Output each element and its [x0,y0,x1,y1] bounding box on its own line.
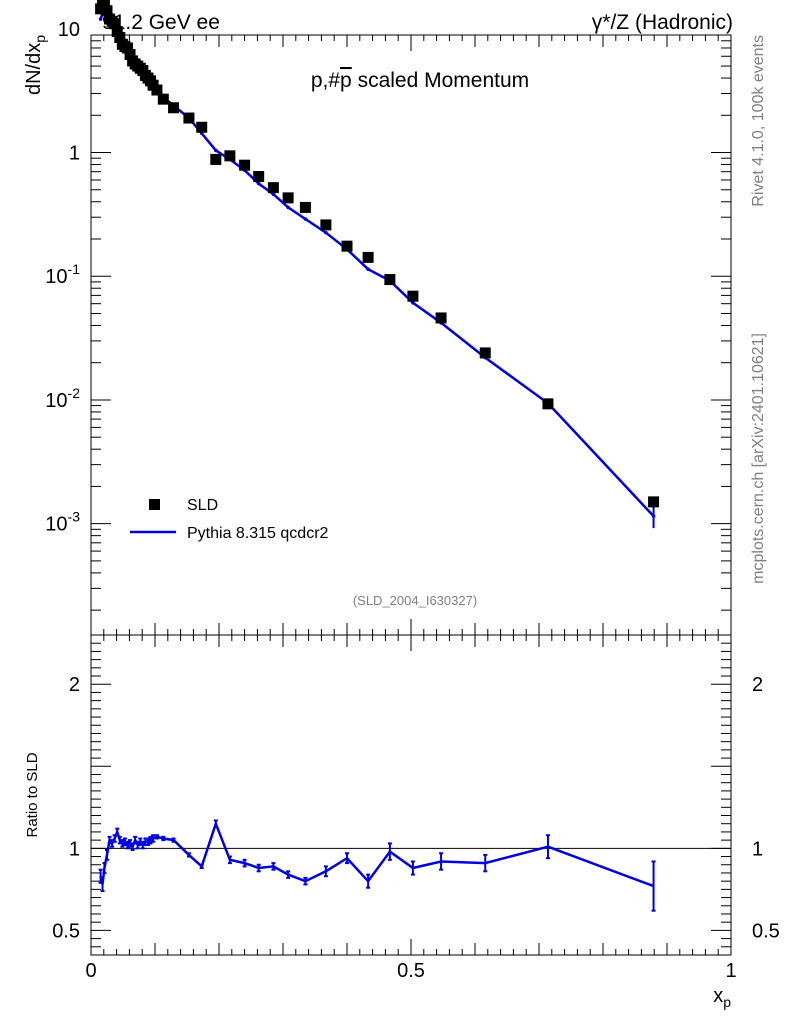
sld-series [95,0,660,508]
upper-y-tick-label: 10-3 [45,509,80,536]
upper-y-tick-label: 1 [69,143,80,165]
sld-point [111,26,123,38]
sld-point [109,18,121,30]
ratio-axis-ticks [90,635,732,955]
sld-point [362,251,374,263]
sld-point [151,84,163,96]
sld-point [407,290,419,302]
ratio-series [98,819,656,912]
mc-point [214,148,218,153]
upper-frame [90,34,732,636]
legend-mc-label: Pythia 8.315 qcdcr2 [187,525,329,542]
ratio-y-tick-label-right: 0.5 [752,920,780,942]
ratio-frame [90,634,732,956]
sld-point [267,182,279,194]
x-tick-label: 0 [85,960,96,982]
upper-y-tick-label: 10-2 [45,385,80,412]
sld-point [98,0,110,10]
upper-y-axis-label: dN/dxp [23,35,48,95]
ratio-tick-labels: 0.5 0.51 12 20 0.5 1 [52,674,780,982]
sld-point [384,274,396,286]
sld-point [320,219,332,231]
sld-point [435,312,447,324]
upper-axis-ticks [90,35,732,635]
x-tick-label: 1 [725,960,736,982]
mc-point [303,217,308,221]
sld-point [341,240,353,252]
upper-y-tick-label: 10-1 [45,261,80,288]
sld-point [648,496,660,508]
ratio-y-tick-label: 2 [69,674,80,696]
sld-point [479,347,491,359]
mc-point [366,267,370,271]
sld-point [239,159,251,171]
sld-point [121,42,133,54]
sld-point [299,201,311,213]
mc-point [411,300,415,305]
x-tick-label: 0.5 [397,960,425,982]
upper-panel: 10-310-210-1110102 dN/dxp p,#p scaled Mo… [23,0,732,636]
mc-point [256,181,261,186]
sld-point [210,153,222,165]
x-axis-label: xp [713,985,731,1010]
legend: SLD Pythia 8.315 qcdcr2 [130,497,329,542]
sld-point [183,112,195,124]
header-left-label: 91.2 GeV ee [102,11,220,34]
header-right-label: γ*/Z (Hadronic) [592,11,733,34]
sld-point [101,5,113,17]
sld-point [168,102,180,114]
ratio-y-tick-label-right: 2 [752,674,763,696]
upper-y-tick-label: 10 [58,19,80,41]
legend-sld-marker [149,499,160,510]
chart-title: p,#p scaled Momentum [311,69,529,92]
mc-point [324,230,328,235]
ratio-line [99,820,655,888]
sld-point [196,121,208,133]
upper-y-tick-labels: 10-310-210-1110102 [45,19,80,536]
sld-point [114,32,126,44]
sld-point [542,398,554,410]
sld-point [157,93,169,105]
sld-point [224,150,236,162]
rivet-version-label: Rivet 4.1.0, 100k events [750,35,767,207]
ratio-panel: 0.5 0.51 12 20 0.5 1 Ratio to SLD xp [24,634,780,1010]
ratio-y-tick-label: 0.5 [52,920,80,942]
ratio-y-tick-label: 1 [69,838,80,860]
mc-point [271,192,276,197]
mc-point [286,205,290,210]
analysis-label: (SLD_2004_I630327) [353,593,477,608]
sld-point [282,192,294,204]
ratio-y-tick-label-right: 1 [752,838,763,860]
sld-point [253,171,265,183]
legend-sld-label: SLD [187,497,218,514]
ratio-y-axis-label: Ratio to SLD [24,752,41,837]
mc-point [98,17,103,21]
sld-point [124,48,136,60]
mcplots-label: mcplots.cern.ch [arXiv:2401.10621] [750,333,767,584]
